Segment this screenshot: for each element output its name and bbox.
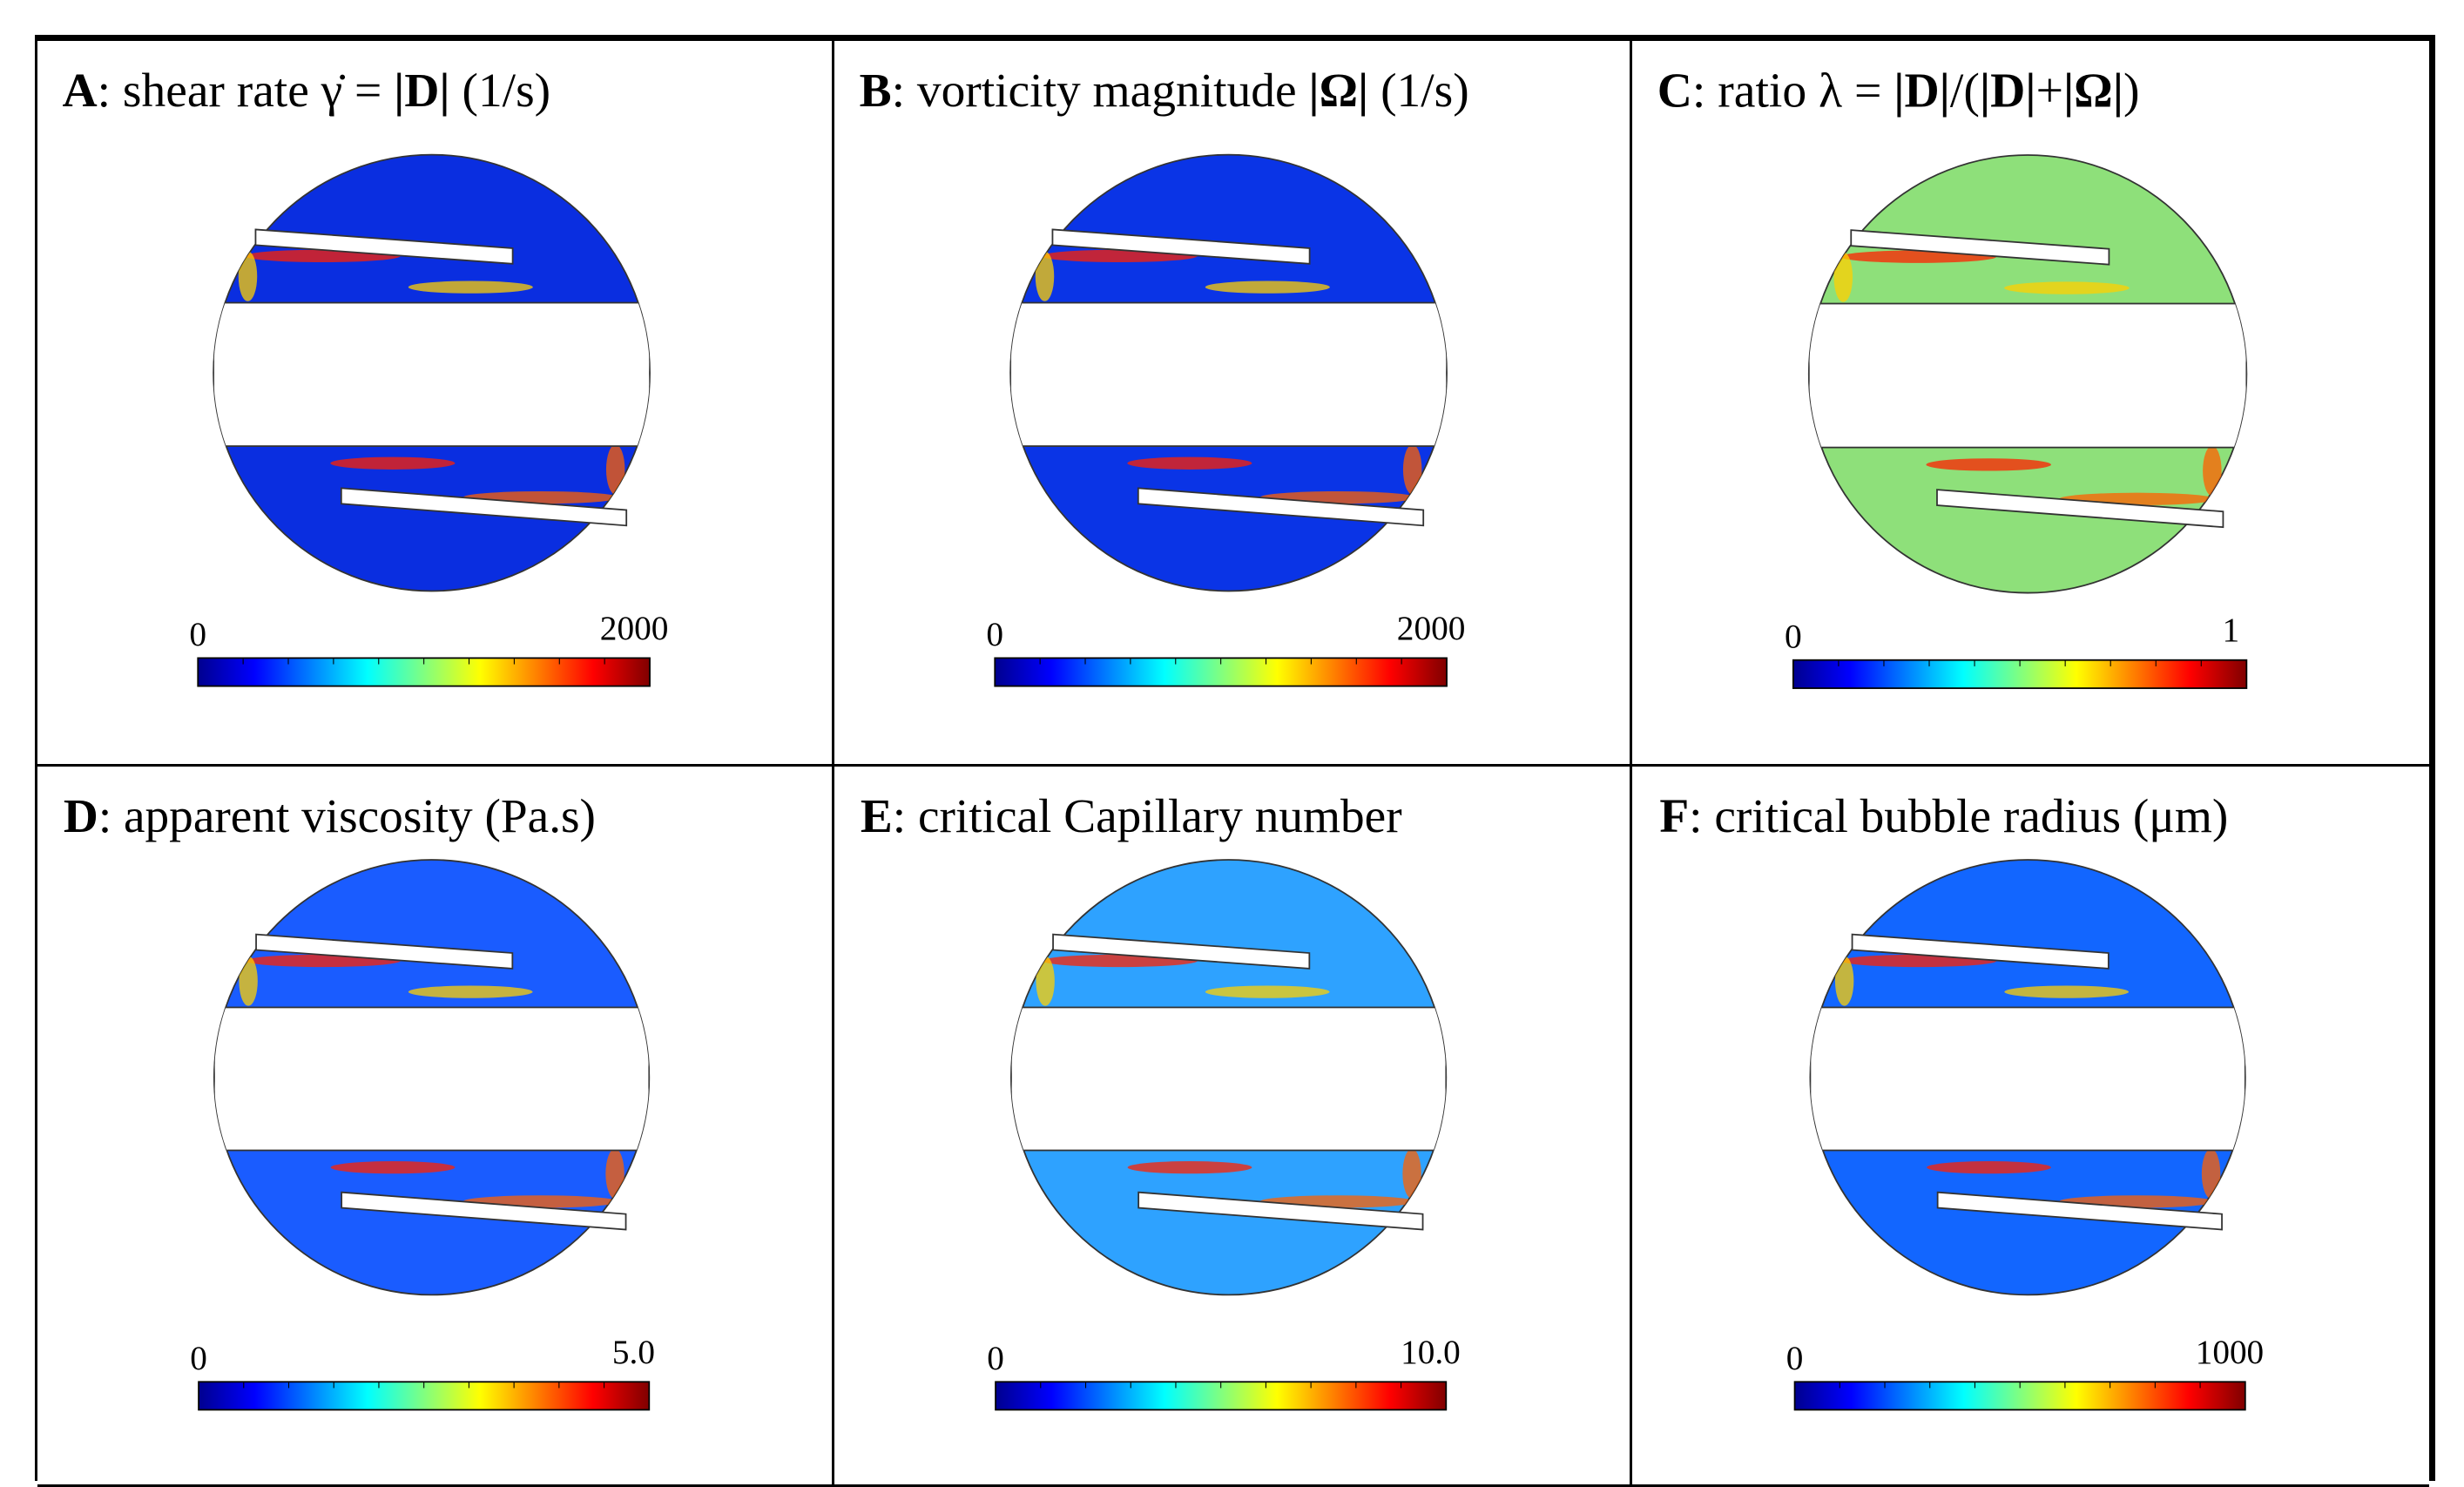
bottom-plate [1137, 1191, 1424, 1231]
colorbar-max-label: 1000 [2195, 1334, 2263, 1371]
core-cylinder [1810, 1006, 2245, 1152]
field-streak [1036, 251, 1055, 301]
colorbar-min-label: 0 [988, 1340, 1005, 1377]
title-part: |Ω| [2063, 64, 2123, 118]
panel: B: vorticity magnitude |Ω| (1/s) 0 2000 [834, 41, 1632, 767]
core-cylinder [213, 1006, 650, 1152]
figure-grid: A: shear rate γ̇ = |D| (1/s) 0 2000 B: vort… [35, 35, 2435, 1487]
panel-title: F: critical bubble radius (μm) [1659, 789, 2228, 842]
title-part: |D| [1894, 64, 1950, 118]
core-cylinder [213, 301, 651, 448]
colorbar-max-label: 2000 [1397, 609, 1466, 647]
title-part: (1/s) [450, 64, 550, 117]
field-streak [2003, 281, 2130, 294]
panel-plot: C: ratio λ = |D|/(|D|+|Ω|)0 1 [1657, 64, 2247, 689]
top-plate [254, 228, 514, 265]
core-cylinder [1808, 302, 2246, 449]
panel: C: ratio λ = |D|/(|D|+|Ω|) 0 1 [1631, 41, 2429, 767]
panel-title: C: ratio λ = |D|/(|D|+|Ω|) [1657, 64, 2139, 118]
title-part: A [63, 64, 98, 117]
title-part: ) [2123, 64, 2140, 118]
field-streak [408, 985, 533, 998]
core-cylinder [1011, 1006, 1447, 1152]
bottom-plate [1936, 1191, 2223, 1231]
field-features [213, 249, 651, 504]
field-streak [1127, 1161, 1252, 1174]
core-cylinder [1010, 301, 1448, 448]
panel-title: A: shear rate γ̇ = |D| (1/s) [63, 64, 551, 117]
title-part: |Ω| [1309, 64, 1369, 117]
field-streak [1036, 956, 1056, 1006]
title-part: : shear rate γ̇ = [98, 64, 395, 117]
field-streak [408, 281, 533, 294]
panel: A: shear rate γ̇ = |D| (1/s) 0 2000 [37, 41, 835, 767]
title-part: B [860, 64, 892, 117]
colorbar-max-label: 1 [2222, 611, 2239, 649]
colorbar-min-label: 0 [987, 615, 1004, 653]
title-part: /( [1950, 64, 1980, 118]
field-streak [605, 444, 625, 495]
title-part: : apparent viscosity (Pa.s) [98, 789, 596, 842]
field-streak [2004, 985, 2129, 998]
field-streak [605, 1148, 624, 1199]
colorbar-min-label: 0 [189, 615, 206, 653]
top-plate [255, 933, 514, 970]
top-plate [1052, 933, 1311, 970]
field-streak [330, 456, 456, 470]
panel-plot: D: apparent viscosity (Pa.s) 0 5.0 [64, 789, 655, 1411]
bottom-plate [1935, 489, 2224, 529]
panel-plot: A: shear rate γ̇ = |D| (1/s) 0 2000 [63, 64, 669, 687]
title-part: |D| [394, 64, 449, 117]
field-streak [1403, 444, 1422, 495]
title-part: E [861, 789, 893, 842]
field-streak [2201, 1148, 2220, 1199]
colorbar-max-label: 2000 [600, 609, 669, 647]
colorbar-min-label: 0 [1786, 1340, 1803, 1377]
title-part: : ratio λ = [1692, 64, 1894, 118]
colorbar [995, 1381, 1448, 1411]
title-part: D [64, 789, 98, 842]
field-streak [1833, 252, 1853, 302]
colorbar-min-label: 0 [1785, 617, 1802, 655]
title-part: |D| [1980, 64, 2036, 118]
bottom-plate [340, 487, 628, 527]
field-streak [1127, 456, 1252, 470]
top-plate [1851, 933, 2110, 970]
panel-plot: E: critical Capillary number 0 10.0 [861, 789, 1461, 1411]
panel-plot: B: vorticity magnitude |Ω| (1/s) 0 2000 [860, 64, 1469, 687]
title-part: + [2035, 64, 2062, 118]
panel: D: apparent viscosity (Pa.s) 0 5.0 [37, 767, 835, 1487]
panel: F: critical bubble radius (μm) 0 1000 [1631, 767, 2429, 1487]
bottom-plate [341, 1191, 627, 1231]
field-streak [1205, 985, 1330, 998]
title-part: C [1657, 64, 1691, 118]
title-part: (1/s) [1369, 64, 1469, 117]
field-streak [1402, 1148, 1422, 1199]
title-part: : critical bubble radius (μm) [1689, 789, 2228, 842]
title-part: F [1659, 789, 1689, 842]
title-part: : vorticity magnitude [892, 64, 1309, 117]
field-streak [239, 956, 258, 1006]
field-streak [1926, 1161, 2051, 1174]
top-plate [1850, 229, 2110, 266]
field-features [1808, 250, 2246, 506]
title-part: : critical Capillary number [893, 789, 1402, 842]
panel-title: E: critical Capillary number [861, 789, 1402, 842]
panel-title: B: vorticity magnitude |Ω| (1/s) [860, 64, 1469, 117]
field-streak [330, 1161, 456, 1174]
panel: E: critical Capillary number 0 10.0 [834, 767, 1632, 1487]
bottom-plate [1137, 487, 1425, 527]
colorbar-max-label: 10.0 [1401, 1334, 1461, 1371]
field-streak [1926, 458, 2051, 471]
field-streak [1834, 956, 1853, 1006]
colorbar-max-label: 5.0 [612, 1334, 655, 1371]
field-streak [238, 251, 258, 301]
panel-title: D: apparent viscosity (Pa.s) [64, 789, 596, 842]
panel-plot: F: critical bubble radius (μm) 0 1000 [1659, 789, 2264, 1411]
top-plate [1051, 228, 1311, 265]
field-streak [1205, 281, 1331, 294]
field-streak [2202, 445, 2222, 497]
colorbar-min-label: 0 [190, 1340, 207, 1377]
